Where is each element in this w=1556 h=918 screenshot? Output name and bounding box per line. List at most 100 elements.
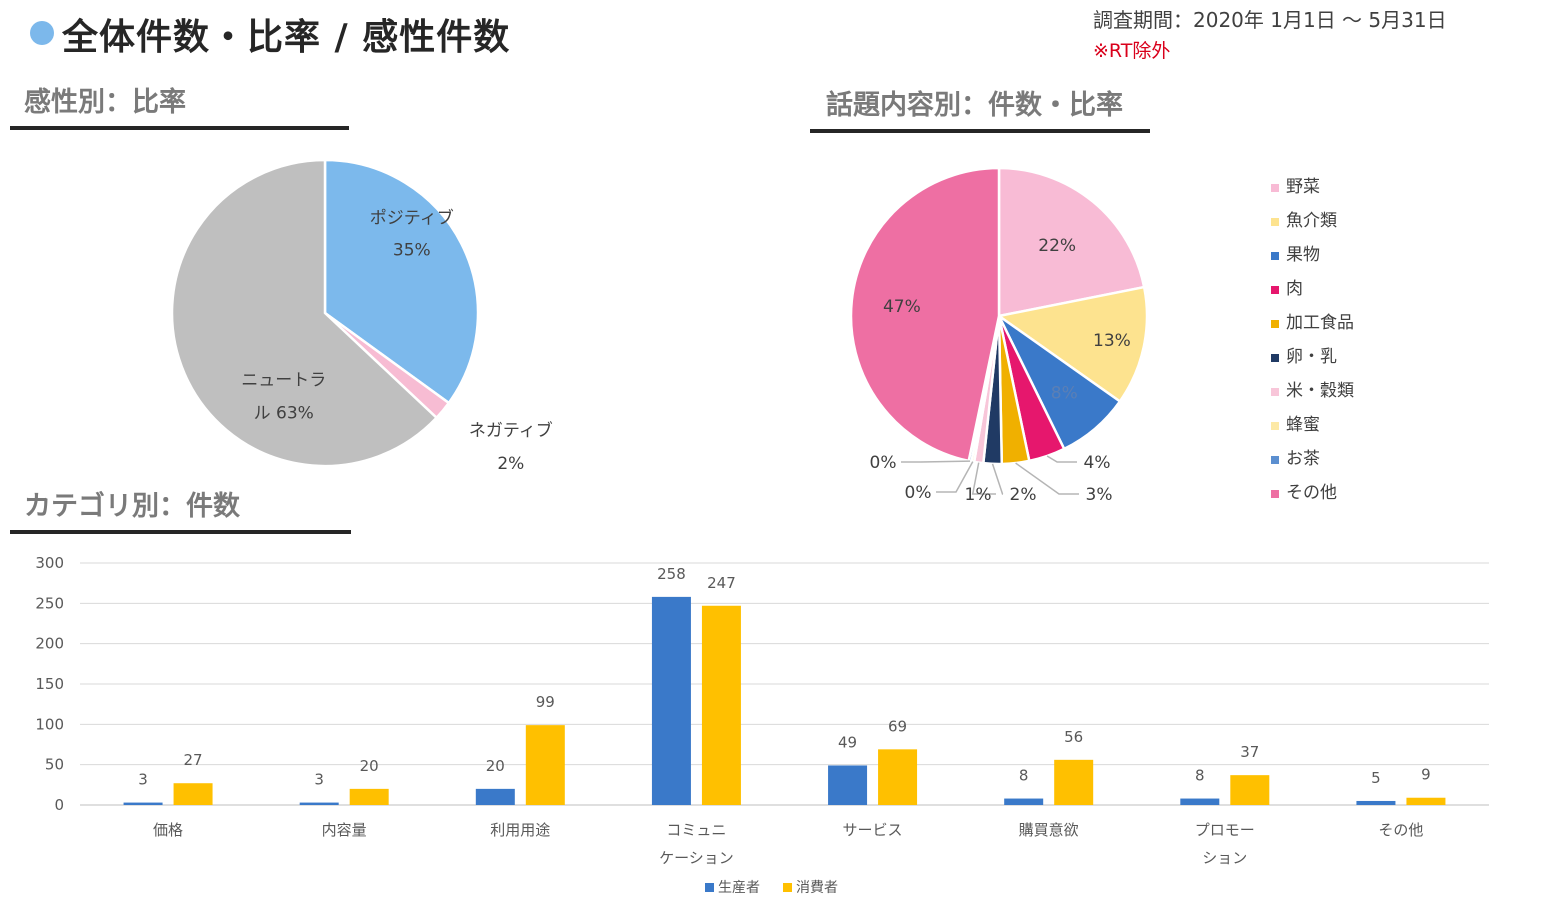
bar-value-2-5: 69 <box>888 717 907 735</box>
bar-2-2 <box>349 788 389 805</box>
topic-leader-line-5 <box>1015 462 1079 495</box>
bar-value-2-3: 99 <box>536 693 555 711</box>
sentiment-label-positive-value: 35% <box>393 240 431 260</box>
bar-xtick-7-1: プロモー <box>1195 821 1255 839</box>
bar-2-4 <box>701 605 741 805</box>
topic-legend-swatch-1 <box>1271 184 1279 192</box>
topic-label-9: 0% <box>870 453 897 473</box>
bar-ytick-2: 100 <box>35 715 64 733</box>
topic-label-6: 2% <box>1010 485 1037 505</box>
sentiment-label-negative-value: 2% <box>497 454 524 474</box>
sentiment-label-positive-name: ポジティブ <box>370 207 454 228</box>
sentiment-slice-1 <box>323 158 480 405</box>
topic-legend-label-7: 米・穀類 <box>1286 381 1354 401</box>
bar-value-2-1: 27 <box>184 751 203 769</box>
topic-legend-swatch-4 <box>1271 286 1279 294</box>
topic-legend-swatch-9 <box>1271 456 1279 464</box>
bar-xtick-4-2: ケーション <box>659 849 734 867</box>
bar-value-2-6: 56 <box>1064 728 1083 746</box>
topic-label-7: 1% <box>965 485 992 505</box>
bar-xtick-6-1: 購買意欲 <box>1019 821 1079 839</box>
bar-legend-label-2: 消費者 <box>796 880 838 896</box>
topic-leader-line-9 <box>901 460 971 463</box>
bar-value-1-6: 8 <box>1019 767 1029 785</box>
bar-1-6 <box>1004 798 1044 805</box>
bar-2-5 <box>878 749 918 805</box>
bar-1-3 <box>475 788 515 805</box>
topic-legend-swatch-10 <box>1271 490 1279 498</box>
topic-legend-label-6: 卵・乳 <box>1286 347 1337 367</box>
bar-legend-swatch-1 <box>705 883 714 892</box>
topic-label-2: 13% <box>1093 331 1131 351</box>
topic-slice-10 <box>849 166 1001 463</box>
sentiment-label-neutral-value: ル 63% <box>254 403 314 423</box>
bar-value-2-8: 9 <box>1421 766 1431 784</box>
bar-2-1 <box>173 783 213 805</box>
bar-value-1-4: 258 <box>657 565 686 583</box>
bar-value-1-2: 3 <box>314 771 324 789</box>
bar-value-1-1: 3 <box>138 771 148 789</box>
topic-legend-label-2: 魚介類 <box>1286 211 1337 231</box>
topic-legend-swatch-3 <box>1271 252 1279 260</box>
bar-value-1-8: 5 <box>1371 769 1381 787</box>
topic-leader-line-6 <box>991 463 1004 495</box>
sentiment-slice-3 <box>170 158 439 468</box>
bar-1-1 <box>123 802 163 805</box>
bar-2-8 <box>1406 797 1446 805</box>
topic-label-8: 0% <box>905 483 932 503</box>
topic-legend-label-9: お茶 <box>1286 449 1320 469</box>
bar-value-2-2: 20 <box>360 757 379 775</box>
bar-ytick-5: 250 <box>35 594 64 612</box>
topic-label-3: 8% <box>1051 384 1078 404</box>
topic-leader-line-7 <box>971 462 996 495</box>
topic-label-4: 4% <box>1084 453 1111 473</box>
bar-1-7 <box>1180 798 1220 805</box>
topic-label-5: 3% <box>1086 485 1113 505</box>
sentiment-section-title: 感性別：比率 <box>24 87 186 118</box>
topic-legend-swatch-6 <box>1271 354 1279 362</box>
topic-legend-label-4: 肉 <box>1286 279 1303 299</box>
topic-pie-chart: 22% 13% 8% 47% 4% 3% 2% 1% 0% 0% <box>849 166 1149 505</box>
bar-value-1-3: 20 <box>486 757 505 775</box>
bar-xtick-2-1: 内容量 <box>322 821 367 839</box>
sentiment-section-underline <box>10 126 349 130</box>
topic-legend-label-5: 加工食品 <box>1286 313 1354 333</box>
topic-label-1: 22% <box>1038 236 1076 256</box>
bar-ytick-4: 200 <box>35 635 64 653</box>
bar-xtick-1-1: 価格 <box>153 821 183 839</box>
topic-legend-label-8: 蜂蜜 <box>1286 415 1320 435</box>
topic-leader-line-8 <box>936 461 974 493</box>
bar-1-8 <box>1356 800 1396 805</box>
bar-2-7 <box>1230 775 1270 805</box>
sentiment-label-negative-name: ネガティブ <box>469 420 553 441</box>
topic-leader-line-4 <box>1046 455 1077 463</box>
bar-1-2 <box>299 802 339 805</box>
bar-2-3 <box>525 725 565 805</box>
category-bar-chart: 0 50 100 150 200 250 300 3 27 価格 3 20 内容量 20 99 利用用途 258… <box>35 554 1489 896</box>
topic-legend-swatch-7 <box>1271 388 1279 396</box>
page-title: 全体件数・比率 / 感性件数 <box>62 17 511 58</box>
bar-value-2-7: 37 <box>1240 743 1259 761</box>
bar-value-1-7: 8 <box>1195 767 1205 785</box>
topic-legend-label-3: 果物 <box>1286 245 1320 265</box>
topic-legend-swatch-2 <box>1271 218 1279 226</box>
bar-ytick-6: 300 <box>35 554 64 572</box>
topic-legend-label-10: その他 <box>1286 483 1337 503</box>
bar-value-1-5: 49 <box>838 733 857 751</box>
bar-xtick-7-2: ション <box>1202 849 1247 867</box>
bar-ytick-1: 50 <box>45 756 64 774</box>
bar-value-2-4: 247 <box>707 574 736 592</box>
topic-label-10: 47% <box>883 297 921 317</box>
survey-period: 調査期間：2020年 1月1日 ～ 5月31日 <box>1093 8 1447 32</box>
topic-section-underline <box>810 129 1150 133</box>
bar-legend-label-1: 生産者 <box>718 880 760 896</box>
topic-legend-label-1: 野菜 <box>1286 177 1320 197</box>
topic-legend-swatch-5 <box>1271 320 1279 328</box>
sentiment-label-neutral-name: ニュートラ <box>241 370 326 390</box>
rt-excluded-note: ※RT除外 <box>1093 40 1171 62</box>
topic-section-title: 話題内容別：件数・比率 <box>826 90 1123 121</box>
bar-1-5 <box>828 765 868 805</box>
